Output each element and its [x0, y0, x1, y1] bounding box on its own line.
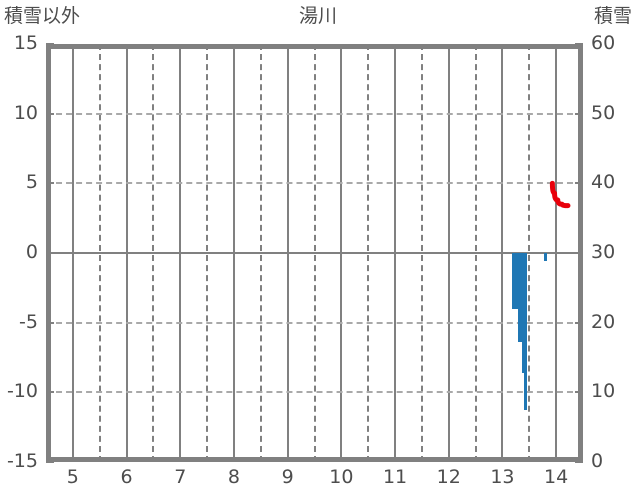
tick-top [71, 44, 74, 52]
y-axis-tick-label-left: -5 [19, 310, 38, 333]
precipitation-bar [544, 253, 547, 262]
precipitation-bar [521, 253, 525, 373]
x-axis-tick-label: 6 [120, 466, 133, 488]
x-axis-tick-label: 9 [281, 466, 294, 488]
gridline-horizontal-minor [46, 182, 583, 185]
tick-bottom [179, 454, 182, 462]
x-axis-tick-label: 13 [490, 466, 515, 488]
tick-top [555, 44, 558, 52]
tick-top [340, 44, 343, 52]
precipitation-bar [518, 253, 522, 343]
precipitation-bar [524, 253, 528, 411]
chart-title: 湯川 [298, 5, 337, 27]
tick-left [46, 112, 54, 115]
tick-right [575, 252, 583, 254]
tick-right [575, 321, 583, 324]
axis-spine-bottom [46, 457, 583, 462]
x-axis-tick-label: 11 [382, 466, 408, 488]
x-axis-tick-label: 5 [66, 466, 79, 488]
tick-right [575, 391, 583, 394]
y-axis-tick-label-left: 10 [13, 101, 38, 124]
gridline-zero [46, 252, 583, 254]
y-axis-tick-label-left: 15 [13, 32, 38, 54]
tick-bottom [232, 454, 235, 462]
left-axis-title: 積雪以外 [4, 5, 81, 27]
gridline-horizontal-minor [46, 391, 583, 394]
x-axis-tick-label: 10 [329, 466, 354, 488]
x-axis-tick-label: 14 [544, 466, 569, 488]
y-axis-tick-label-right: 60 [591, 32, 616, 54]
tick-left [46, 391, 54, 394]
tick-bottom [501, 454, 504, 462]
tick-top [179, 44, 182, 52]
tick-left [46, 43, 54, 45]
right-axis-title: 積雪 [593, 5, 632, 27]
tick-bottom [340, 454, 343, 462]
x-axis-tick-label: 8 [227, 466, 240, 488]
tick-left [46, 182, 54, 185]
x-axis-tick-label: 12 [436, 466, 461, 488]
tick-left [46, 252, 54, 254]
x-axis-tick-label: 7 [174, 466, 187, 488]
y-axis-tick-label-right: 20 [591, 310, 616, 333]
gridline-horizontal-minor [46, 321, 583, 324]
tick-top [394, 44, 397, 52]
tick-top [501, 44, 504, 52]
y-axis-tick-label-right: 0 [591, 450, 604, 472]
tick-bottom [394, 454, 397, 462]
tick-bottom [555, 454, 558, 462]
y-axis-tick-label-right: 40 [591, 171, 616, 194]
tick-top [447, 44, 450, 52]
tick-left [46, 321, 54, 324]
y-axis-tick-label-left: 5 [25, 171, 38, 194]
axis-spine-top [46, 44, 583, 49]
plot-area [46, 43, 583, 463]
y-axis-tick-label-right: 10 [591, 380, 616, 403]
y-axis-tick-label-right: 50 [591, 101, 616, 124]
y-axis-tick-label-right: 30 [591, 241, 616, 263]
tick-bottom [71, 454, 74, 462]
tick-top [232, 44, 235, 52]
tick-right [575, 461, 583, 463]
tick-right [575, 43, 583, 45]
y-axis-tick-label-left: 0 [25, 241, 38, 263]
tick-bottom [447, 454, 450, 462]
tick-right [575, 182, 583, 185]
tick-top [286, 44, 289, 52]
tick-top [125, 44, 128, 52]
tick-bottom [286, 454, 289, 462]
tick-right [575, 112, 583, 115]
tick-left [46, 461, 54, 463]
precipitation-bar [512, 253, 519, 309]
y-axis-tick-label-left: -15 [6, 450, 38, 472]
y-axis-tick-label-left: -10 [6, 380, 38, 403]
tick-bottom [125, 454, 128, 462]
gridline-horizontal-minor [46, 112, 583, 115]
